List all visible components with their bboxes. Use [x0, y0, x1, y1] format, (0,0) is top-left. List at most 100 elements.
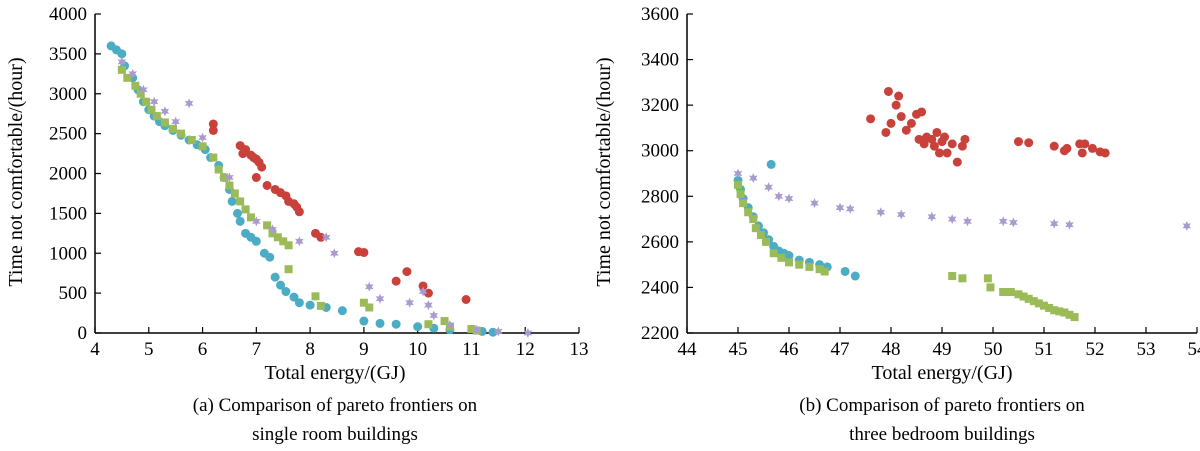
data-point-purple — [171, 116, 180, 127]
data-point-red — [294, 207, 304, 217]
data-point-green — [734, 180, 742, 189]
data-point-purple — [418, 286, 428, 297]
data-point-green — [815, 265, 824, 274]
data-point-green — [467, 325, 476, 334]
data-point-blue — [375, 318, 385, 328]
data-point-blue — [391, 319, 401, 329]
data-point-green — [777, 253, 786, 262]
data-point-green — [152, 112, 161, 121]
data-point-purple — [364, 281, 374, 292]
data-point-purple — [184, 98, 194, 109]
data-point-green — [958, 274, 967, 283]
data-point-green — [316, 301, 325, 310]
data-point-red — [927, 134, 937, 144]
data-point-blue — [281, 287, 291, 297]
data-point-red — [947, 139, 957, 149]
data-point-purple — [998, 216, 1008, 227]
data-point-blue — [276, 280, 286, 290]
data-point-purple — [1065, 219, 1074, 230]
data-point-green — [284, 241, 293, 250]
data-point-blue — [251, 236, 261, 246]
data-point-green — [160, 118, 169, 127]
data-point-blue — [294, 298, 304, 308]
data-point-red — [906, 118, 916, 128]
chart-b-caption-line1: (b) Comparison of pareto frontiers on — [799, 395, 1085, 416]
data-point-purple — [117, 56, 127, 67]
data-point-red — [952, 157, 962, 167]
y-tick-label: 3600 — [641, 4, 679, 25]
data-point-green — [246, 213, 255, 222]
data-point-purple — [252, 216, 261, 227]
data-point-green — [805, 262, 814, 271]
data-point-purple — [424, 300, 433, 311]
data-point-purple — [1182, 220, 1192, 231]
data-point-green — [209, 153, 218, 162]
y-tick-label: 2000 — [49, 164, 87, 185]
chart-a-xlabel: Total energy/(GJ) — [265, 362, 406, 384]
data-point-purple — [876, 207, 886, 218]
data-point-green — [1050, 306, 1059, 315]
data-point-green — [736, 190, 745, 199]
data-point-green — [769, 249, 778, 258]
data-point-red — [1014, 137, 1023, 147]
data-point-red — [957, 141, 967, 151]
data-point-purple — [748, 173, 758, 184]
data-point-green — [273, 233, 282, 242]
data-point-purple — [927, 211, 937, 222]
data-point-purple — [139, 84, 148, 95]
data-point-purple — [225, 172, 234, 183]
y-tick-label: 3400 — [641, 50, 679, 71]
data-point-green — [1034, 299, 1043, 308]
y-tick-label: 1000 — [49, 243, 87, 264]
data-point-green — [744, 208, 753, 217]
data-point-red — [1077, 148, 1087, 158]
data-point-purple — [896, 209, 906, 220]
data-point-green — [785, 258, 793, 267]
data-point-green — [1055, 307, 1064, 316]
data-point-red — [359, 247, 369, 257]
x-tick-label: 44 — [678, 339, 698, 360]
data-point-blue — [784, 251, 794, 261]
chart-a-ylabel: Time not comfortable/(hour) — [5, 57, 27, 286]
data-point-green — [284, 265, 293, 274]
data-point-purple — [774, 191, 784, 202]
data-point-green — [983, 274, 992, 283]
data-point-blue — [235, 216, 245, 226]
data-point-green — [751, 224, 760, 233]
x-tick-label: 7 — [252, 339, 262, 360]
data-point-purple — [268, 224, 277, 235]
data-point-red — [919, 139, 929, 149]
data-point-purple — [733, 168, 743, 179]
data-point-green — [756, 231, 765, 240]
x-tick-label: 9 — [359, 339, 369, 360]
y-tick-label: 0 — [78, 323, 88, 344]
data-point-purple — [764, 182, 773, 193]
data-point-red — [1062, 143, 1072, 153]
data-point-purple — [405, 297, 414, 308]
data-point-green — [1045, 303, 1054, 312]
data-point-green — [948, 272, 957, 281]
data-point-red — [866, 114, 876, 124]
data-point-green — [117, 65, 126, 74]
data-point-purple — [845, 203, 855, 214]
y-tick-label: 3000 — [641, 141, 679, 162]
data-point-red — [423, 288, 433, 298]
data-point-blue — [840, 266, 850, 276]
chart-b-xlabel: Total energy/(GJ) — [872, 362, 1013, 384]
y-tick-label: 1500 — [49, 203, 87, 224]
x-tick-label: 46 — [780, 339, 799, 360]
y-tick-label: 500 — [59, 283, 88, 304]
data-point-red — [886, 118, 896, 128]
data-point-green — [147, 105, 156, 114]
x-tick-label: 51 — [1035, 339, 1054, 360]
data-point-green — [365, 303, 374, 312]
data-point-green — [762, 237, 771, 246]
data-point-green — [1024, 294, 1033, 303]
data-point-purple — [1009, 217, 1018, 228]
data-point-purple — [329, 248, 339, 259]
data-point-blue — [337, 306, 347, 316]
data-point-red — [940, 132, 950, 142]
y-tick-label: 2400 — [641, 277, 679, 298]
chart-b-ylabel: Time not comfortable/(hour) — [593, 57, 615, 286]
